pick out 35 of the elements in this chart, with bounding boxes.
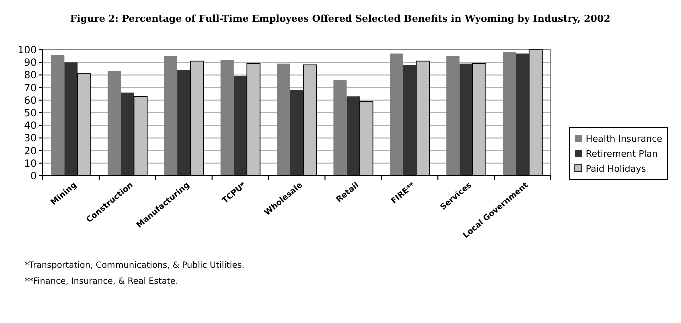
bar	[51, 55, 65, 176]
bar	[503, 52, 516, 176]
bar	[277, 64, 290, 176]
y-tick-label: 60	[24, 96, 37, 107]
bar	[121, 92, 134, 176]
bar	[220, 60, 234, 176]
bar	[178, 70, 191, 176]
y-tick-label: 40	[24, 121, 37, 132]
bar	[390, 54, 404, 176]
y-tick-label: 50	[24, 108, 37, 120]
bar	[290, 90, 304, 176]
y-tick-label: 80	[24, 70, 37, 82]
y-tick-label: 100	[18, 46, 37, 56]
legend-label: Health Insurance	[586, 135, 664, 145]
bar	[446, 56, 460, 176]
bar	[108, 71, 122, 176]
chart-title: Figure 2: Percentage of Full-Time Employees Offered Selected Benefits in Wyoming by Industry, 2002	[70, 14, 611, 25]
legend-label: Paid Holidays	[586, 165, 646, 175]
y-tick-label: 90	[24, 58, 37, 70]
bar	[346, 96, 360, 176]
bar	[403, 65, 416, 176]
y-tick-label: 70	[24, 83, 37, 94]
text: **Finance, Insurance, & Real Estate.	[25, 277, 178, 287]
y-tick-label: 0	[30, 172, 37, 182]
bar	[234, 76, 248, 176]
legend-label: Retirement Plan	[586, 150, 658, 160]
bar	[334, 80, 347, 176]
bar	[516, 54, 530, 176]
bar	[460, 64, 473, 176]
bar	[164, 56, 178, 176]
y-tick-label: 10	[24, 158, 37, 170]
text: *Transportation, Communications, & Public Utilities.	[25, 261, 245, 271]
y-tick-label: 30	[24, 134, 37, 145]
bar	[64, 62, 78, 176]
y-tick-label: 20	[24, 146, 37, 158]
